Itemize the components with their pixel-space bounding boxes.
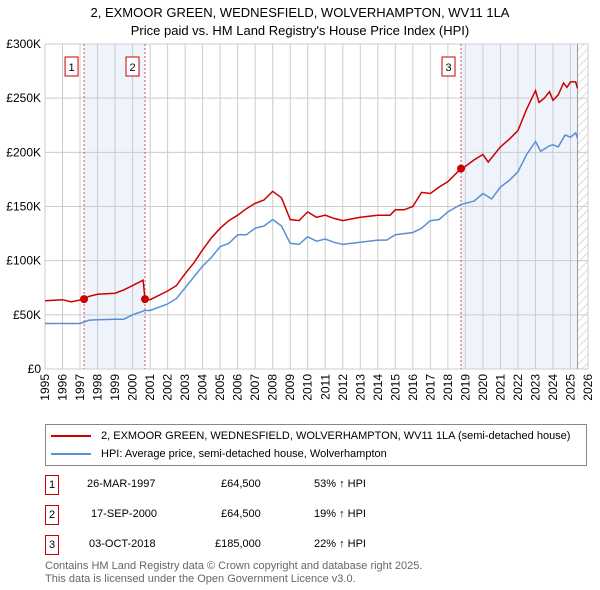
transaction-price: £64,500 xyxy=(221,478,261,490)
sale-label: 3 xyxy=(445,62,451,74)
x-tick-label: 2015 xyxy=(388,374,402,401)
transaction-date: 17-SEP-2000 xyxy=(91,508,158,520)
x-tick-label: 2004 xyxy=(196,374,210,401)
legend-property-swatch xyxy=(51,435,91,437)
legend-hpi-label: HPI: Average price, semi-detached house,… xyxy=(101,448,387,460)
x-tick-label: 2003 xyxy=(178,374,192,401)
y-tick-label: £100K xyxy=(6,254,41,268)
x-tick-label: 2010 xyxy=(301,374,315,401)
x-tick-label: 2013 xyxy=(353,374,367,401)
legend: 2, EXMOOR GREEN, WEDNESFIELD, WOLVERHAMP… xyxy=(45,424,587,466)
x-tick-label: 2007 xyxy=(248,374,262,401)
x-tick-label: 2001 xyxy=(143,374,157,401)
chart-subtitle: Price paid vs. HM Land Registry's House … xyxy=(130,23,470,38)
transaction-date: 03-OCT-2018 xyxy=(89,538,156,550)
x-tick-label: 2009 xyxy=(283,374,297,401)
legend-hpi-swatch xyxy=(51,453,91,455)
attribution-line-2: This data is licensed under the Open Gov… xyxy=(45,573,356,585)
x-tick-label: 2008 xyxy=(266,374,280,401)
sale-label: 1 xyxy=(68,62,74,74)
y-tick-label: £50K xyxy=(13,308,41,322)
x-tick-label: 1998 xyxy=(91,374,105,401)
x-tick-label: 2025 xyxy=(563,374,577,401)
x-tick-label: 2016 xyxy=(406,374,420,401)
transaction-hpi: 53% ↑ HPI xyxy=(314,478,366,490)
sale-point xyxy=(457,164,466,173)
x-tick-label: 2014 xyxy=(371,374,385,401)
attribution-line-1: Contains HM Land Registry data © Crown c… xyxy=(45,560,423,572)
sale-label-box xyxy=(64,56,79,77)
x-tick-label: 2023 xyxy=(528,374,542,401)
x-tick-label: 2017 xyxy=(423,374,437,401)
sale-label-box xyxy=(441,56,456,77)
x-tick-label: 2020 xyxy=(476,374,490,401)
x-tick-label: 2000 xyxy=(126,374,140,401)
transaction-price: £64,500 xyxy=(221,508,261,520)
x-tick-label: 2005 xyxy=(213,374,227,401)
attribution: Contains HM Land Registry data © Crown c… xyxy=(45,560,422,586)
sale-point xyxy=(141,295,150,304)
x-tick-label: 1997 xyxy=(73,374,87,401)
sale-label-box xyxy=(125,56,140,77)
chart-title: 2, EXMOOR GREEN, WEDNESFIELD, WOLVERHAMP… xyxy=(90,5,510,20)
y-tick-label: £0 xyxy=(28,362,42,376)
x-tick-label: 2011 xyxy=(318,374,332,400)
x-tick-label: 1999 xyxy=(108,374,122,401)
legend-property-label: 2, EXMOOR GREEN, WEDNESFIELD, WOLVERHAMP… xyxy=(101,430,571,442)
x-tick-label: 2019 xyxy=(458,374,472,401)
y-tick-label: £150K xyxy=(6,200,41,214)
sale-label: 2 xyxy=(129,62,135,74)
transaction-marker: 1 xyxy=(45,475,59,495)
x-tick-label: 1996 xyxy=(56,374,70,401)
y-tick-label: £250K xyxy=(6,91,41,105)
x-tick-label: 2006 xyxy=(231,374,245,401)
price-chart: 1995 1996 1997 1998 1999 2000 2001 2002 2003 2004… xyxy=(6,37,595,401)
transaction-hpi: 22% ↑ HPI xyxy=(314,538,366,550)
x-tick-label: 2021 xyxy=(493,374,507,401)
transaction-hpi: 19% ↑ HPI xyxy=(314,508,366,520)
x-tick-label: 2024 xyxy=(546,374,560,401)
transaction-marker: 2 xyxy=(45,505,59,525)
transaction-date: 26-MAR-1997 xyxy=(87,478,156,490)
x-tick-label: 2002 xyxy=(161,374,175,401)
hpi-line xyxy=(45,131,579,325)
sale-point xyxy=(80,295,89,304)
x-tick-label: 2012 xyxy=(336,374,350,401)
y-tick-label: £300K xyxy=(6,37,41,51)
y-tick-label: £200K xyxy=(6,145,41,159)
x-tick-label: 1995 xyxy=(38,374,52,401)
x-tick-label: 2018 xyxy=(441,374,455,401)
x-tick-label: 2022 xyxy=(511,374,525,401)
x-tick-label: 2026 xyxy=(581,374,595,401)
transaction-price: £185,000 xyxy=(215,538,261,550)
transaction-marker: 3 xyxy=(45,535,59,555)
